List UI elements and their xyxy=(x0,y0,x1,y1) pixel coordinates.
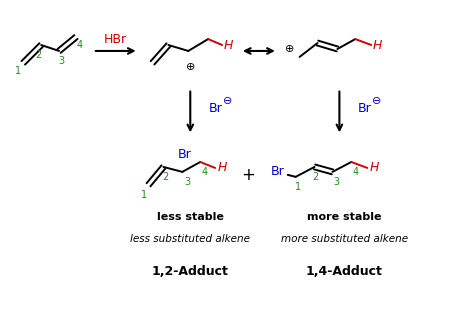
Text: 4: 4 xyxy=(77,40,83,50)
Text: 3: 3 xyxy=(58,56,64,66)
Text: less substituted alkene: less substituted alkene xyxy=(130,234,250,244)
Text: 4: 4 xyxy=(352,167,358,177)
Text: 4: 4 xyxy=(201,167,207,177)
Text: more stable: more stable xyxy=(307,212,382,223)
Text: H: H xyxy=(373,38,382,52)
Text: more substituted alkene: more substituted alkene xyxy=(281,234,408,244)
Text: Br: Br xyxy=(208,102,222,115)
Text: 1: 1 xyxy=(294,182,301,192)
Text: 3: 3 xyxy=(333,177,339,187)
Text: 2: 2 xyxy=(312,172,319,182)
Text: +: + xyxy=(241,166,255,184)
Text: 2: 2 xyxy=(35,50,41,60)
Text: ⊖: ⊖ xyxy=(223,95,233,106)
Text: Br: Br xyxy=(177,148,191,161)
Text: H: H xyxy=(370,162,379,174)
Text: H: H xyxy=(218,162,227,174)
Text: 2: 2 xyxy=(162,172,169,182)
Text: 1: 1 xyxy=(140,190,146,200)
Text: less stable: less stable xyxy=(157,212,224,223)
Text: ⊖: ⊖ xyxy=(373,95,382,106)
Text: Br: Br xyxy=(357,102,371,115)
Text: 3: 3 xyxy=(184,177,191,187)
Text: 1,2-Adduct: 1,2-Adduct xyxy=(152,265,229,278)
Text: 1: 1 xyxy=(15,66,21,76)
Text: H: H xyxy=(223,38,233,52)
Text: ⊕: ⊕ xyxy=(186,62,195,72)
Text: ⊕: ⊕ xyxy=(285,44,294,54)
Text: 1,4-Adduct: 1,4-Adduct xyxy=(306,265,383,278)
Text: HBr: HBr xyxy=(104,32,128,45)
Text: Br: Br xyxy=(271,165,284,178)
